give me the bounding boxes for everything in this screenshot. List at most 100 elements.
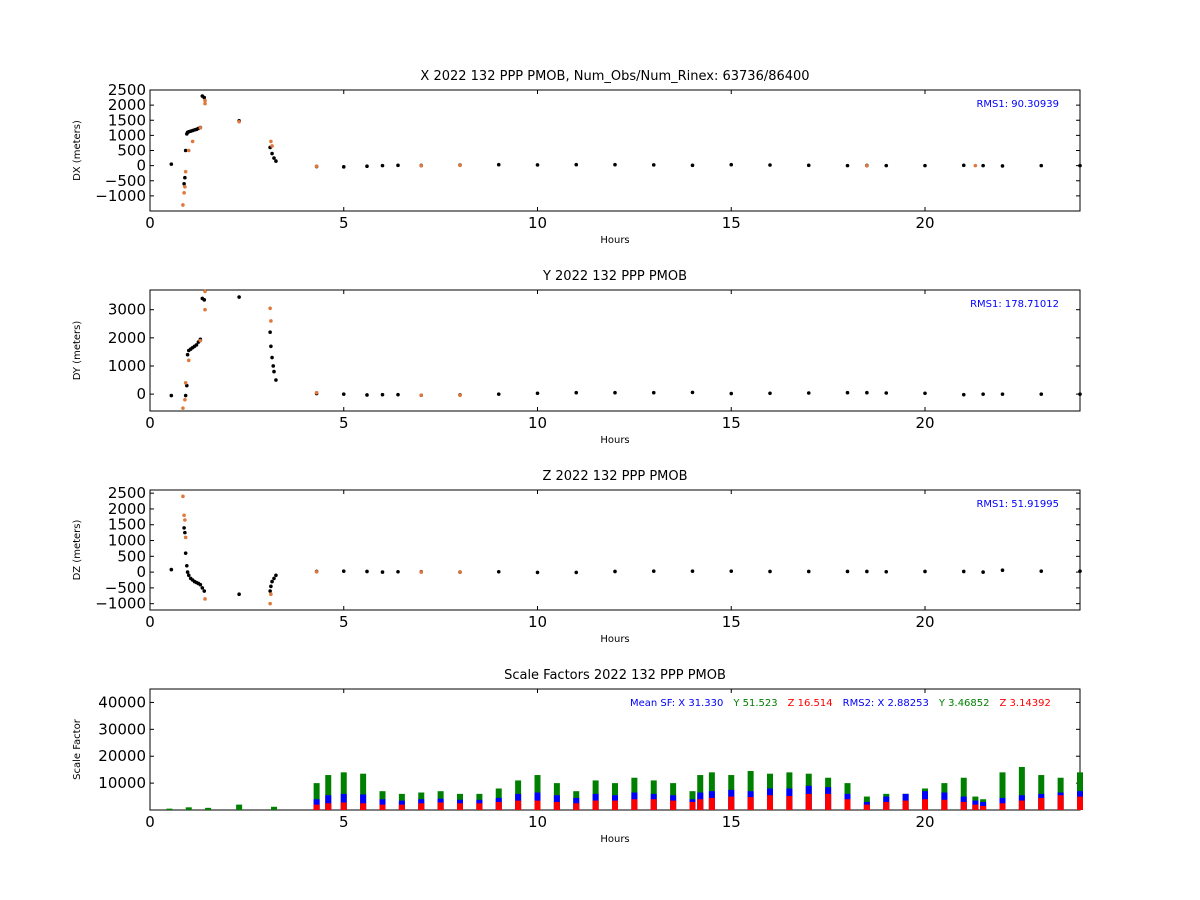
y-axis-label: DZ (meters) (72, 519, 83, 580)
data-point (340, 802, 347, 810)
data-point (612, 800, 618, 810)
data-point (458, 393, 462, 398)
data-point (341, 569, 346, 573)
data-point (729, 391, 734, 396)
data-point (202, 298, 207, 302)
data-point (270, 151, 274, 156)
data-point (183, 535, 188, 540)
legend-item: Y 3.46852 (938, 698, 990, 709)
data-point (270, 355, 274, 360)
data-point (574, 162, 579, 167)
data-point (922, 799, 928, 810)
y-tick-label: 1000 (108, 126, 146, 144)
data-point (268, 306, 272, 311)
data-point (419, 163, 424, 168)
chart-panel-1: X 2022 132 PPP PMOB, Num_Obs/Num_Rinex: … (72, 69, 1082, 246)
x-tick-label: 20 (915, 414, 934, 432)
data-point (825, 793, 832, 810)
data-point (941, 799, 948, 810)
data-point (1057, 795, 1064, 810)
x-tick-label: 5 (339, 214, 349, 232)
data-point (274, 159, 278, 163)
data-point (1039, 569, 1044, 573)
data-point (573, 803, 580, 810)
data-point (205, 807, 212, 810)
data-point (183, 393, 188, 398)
data-point (535, 570, 540, 575)
data-point (690, 163, 695, 168)
y-axis-label: Scale Factor (72, 718, 83, 780)
data-point (960, 777, 967, 810)
series-3 (313, 793, 1083, 810)
data-point (313, 804, 320, 810)
chart-panel-3: Z 2022 132 PPP PMOB Hours DZ (meters) 0 5 10 1… (72, 469, 1082, 645)
data-point (183, 397, 187, 402)
data-point (999, 772, 1006, 810)
data-point (806, 163, 811, 168)
y-tick-label: 20000 (98, 747, 146, 765)
legend-item: Z 16.514 (788, 698, 833, 709)
data-point (185, 563, 189, 568)
data-point (845, 569, 850, 574)
rms-annotation: RMS1: 51.91995 (976, 499, 1059, 510)
y-axis-label: DY (meters) (72, 321, 83, 381)
data-point (651, 390, 656, 395)
y-tick-label: −500 (105, 172, 146, 190)
data-point (313, 783, 320, 810)
chart-panel-4: Scale Factors 2022 132 PPP PMOB Hours Scal… (72, 668, 1083, 845)
chart-title: Z 2022 132 PPP PMOB (542, 469, 687, 484)
data-point (182, 513, 186, 518)
data-point (268, 330, 272, 335)
data-point (237, 119, 241, 124)
data-point (923, 163, 927, 168)
data-point (613, 390, 617, 395)
data-point (999, 803, 1006, 810)
data-point (202, 589, 207, 593)
data-point (1039, 163, 1044, 168)
data-point (729, 162, 734, 167)
data-point (631, 799, 638, 810)
legend-item: Z 3.14392 (1000, 698, 1051, 709)
data-point (972, 804, 979, 810)
legend-item: RMS2: X 2.88253 (843, 698, 929, 709)
data-point (1000, 568, 1005, 573)
data-point (884, 391, 889, 395)
data-point (884, 163, 889, 168)
y-tick-label: 500 (117, 547, 146, 565)
data-point (340, 793, 347, 810)
y-tick-label: 10000 (98, 774, 146, 792)
data-point (496, 569, 501, 574)
data-point (190, 139, 195, 144)
data-point (650, 799, 657, 810)
data-point (973, 163, 978, 168)
plot-area (149, 289, 1081, 412)
data-point (185, 352, 190, 357)
data-point (198, 126, 203, 130)
data-point (515, 800, 522, 810)
x-axis-label: Hours (600, 235, 629, 246)
data-point (1018, 800, 1025, 810)
data-point (747, 797, 754, 810)
x-axis-label: Hours (600, 834, 629, 845)
series-2 (181, 494, 462, 606)
chart-title: Y 2022 132 PPP PMOB (542, 269, 687, 284)
y-tick-label: 0 (136, 385, 146, 403)
data-point (198, 582, 203, 587)
data-point (419, 393, 424, 398)
y-tick-label: 2500 (108, 81, 146, 99)
data-point (865, 390, 869, 395)
data-point (980, 805, 987, 810)
data-point (360, 773, 367, 810)
data-point (534, 800, 541, 810)
data-point (380, 570, 385, 574)
data-point (380, 392, 385, 397)
data-point (271, 364, 276, 368)
data-point (728, 796, 735, 810)
x-tick-label: 5 (339, 414, 349, 432)
y-tick-label: 2000 (108, 96, 146, 114)
data-point (341, 165, 346, 169)
x-tick-label: 15 (722, 613, 741, 631)
chart-panel-2: Y 2022 132 PPP PMOB Hours DY (meters) 0 5 10 1… (72, 269, 1082, 446)
data-point (1000, 164, 1005, 168)
data-point (768, 163, 772, 167)
